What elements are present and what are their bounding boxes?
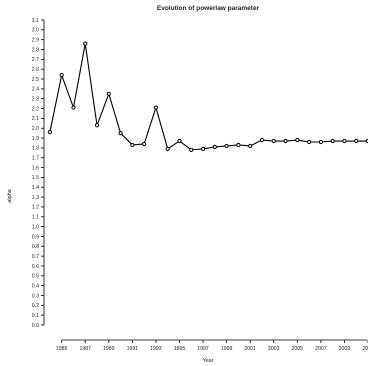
data-point — [118, 131, 123, 136]
axes: 0.0 0.1 0.2 0.3 0.4 0.5 0.6 0.7 0.8 0.9 1.0 1.1 1.2 1… — [32, 18, 368, 352]
x-tick-label: 2005 — [292, 346, 304, 352]
y-tick-label: 1.7 — [32, 156, 39, 162]
x-tick-label: 1995 — [174, 346, 186, 352]
x-tick-label: 2009 — [339, 346, 351, 352]
x-tick-label: 1989 — [103, 346, 115, 352]
y-tick-label: 0.9 — [32, 234, 39, 240]
data-point — [142, 141, 147, 147]
y-tick-label: 1.6 — [32, 165, 39, 171]
y-tick-label: 2.3 — [32, 97, 39, 103]
x-tick-label: 1999 — [221, 346, 233, 352]
x-tick-label: 2011 — [362, 346, 368, 352]
y-tick-label: 2.2 — [32, 106, 39, 112]
y-tick-label: 2.6 — [32, 67, 39, 73]
y-tick-label: 1.1 — [32, 215, 39, 221]
y-tick-label: 0.3 — [32, 293, 39, 299]
y-tick-label: 1.9 — [32, 136, 39, 142]
data-point — [83, 41, 88, 46]
y-tick-label: 0.5 — [32, 274, 39, 280]
y-tick-label: 1.8 — [32, 146, 39, 152]
data-point — [153, 105, 159, 110]
x-axis-label: Year — [202, 358, 213, 364]
y-tick-label: 0.8 — [32, 244, 39, 250]
y-tick-label: 0.0 — [32, 323, 39, 329]
data-point — [342, 138, 347, 144]
data-point — [106, 91, 111, 96]
x-tick-label: 2001 — [244, 346, 256, 352]
y-tick-label: 2.1 — [32, 116, 39, 122]
y-tick-label: 1.0 — [32, 224, 39, 230]
y-tick-label: 2.0 — [32, 126, 39, 132]
y-tick-label: 2.5 — [32, 77, 39, 83]
data-point — [165, 146, 170, 151]
data-point — [94, 123, 100, 128]
y-tick-label: 0.4 — [32, 283, 39, 289]
x-tick-label: 2003 — [268, 346, 280, 352]
data-point — [295, 137, 300, 143]
data-point — [189, 147, 194, 152]
series-alpha — [47, 41, 368, 152]
y-axis-label: alpha — [7, 188, 13, 202]
y-tick-label: 0.1 — [32, 313, 39, 319]
data-point — [318, 139, 323, 145]
data-point — [212, 144, 217, 150]
y-tick-label: 0.7 — [32, 254, 39, 260]
data-point — [306, 139, 312, 145]
data-point — [330, 138, 335, 144]
y-tick-label: 0.6 — [32, 264, 39, 270]
x-tick-label: 1991 — [127, 346, 139, 352]
y-tick-label: 1.3 — [32, 195, 39, 201]
y-tick-label: 2.7 — [32, 57, 39, 63]
x-tick-label: 1987 — [79, 346, 91, 352]
chart-title: Evolution of powerlaw parameter — [157, 5, 260, 12]
data-point — [259, 137, 265, 143]
y-tick-label: 3.1 — [32, 18, 39, 24]
y-tick-label: 0.2 — [32, 303, 39, 309]
y-tick-label: 1.4 — [32, 185, 39, 191]
y-tick-label: 1.5 — [32, 175, 39, 181]
x-tick-label: 1993 — [150, 346, 162, 352]
data-point — [236, 142, 241, 148]
data-point — [59, 72, 64, 78]
x-tick-label: 1985 — [56, 346, 68, 352]
x-tick-label: 2007 — [315, 346, 327, 352]
data-point — [47, 130, 52, 135]
data-point — [224, 143, 229, 149]
y-tick-label: 2.4 — [32, 87, 39, 93]
data-point — [283, 138, 288, 144]
data-point — [271, 138, 276, 144]
data-point — [177, 138, 182, 144]
y-tick-label: 3.0 — [32, 28, 39, 34]
data-point — [248, 143, 253, 149]
data-point — [200, 146, 206, 151]
y-tick-label: 1.2 — [32, 205, 39, 211]
series-line — [49, 43, 368, 151]
data-point — [71, 105, 76, 110]
y-tick-label: 2.8 — [32, 47, 39, 53]
x-tick-label: 1997 — [197, 346, 209, 352]
data-point — [354, 138, 359, 144]
data-point — [130, 142, 135, 148]
y-tick-label: 2.9 — [32, 37, 39, 43]
